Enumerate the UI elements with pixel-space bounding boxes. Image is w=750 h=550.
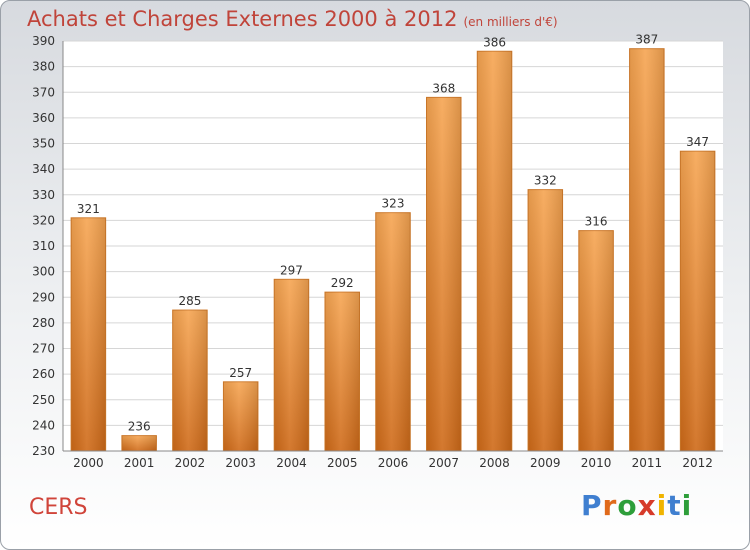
data-label: 387 <box>635 33 658 47</box>
y-tick-label: 290 <box>32 290 55 304</box>
y-tick-label: 350 <box>32 137 55 151</box>
x-tick-label: 2012 <box>682 456 713 470</box>
y-tick-label: 360 <box>32 111 55 125</box>
logo-letter: i <box>681 489 693 522</box>
x-tick-label: 2009 <box>530 456 561 470</box>
bar-shading <box>528 189 563 451</box>
x-tick-label: 2002 <box>175 456 206 470</box>
y-tick-label: 300 <box>32 265 55 279</box>
data-label: 386 <box>483 35 506 49</box>
bar-shading <box>172 310 208 451</box>
y-tick-label: 270 <box>32 342 55 356</box>
bar-shading <box>324 292 360 451</box>
x-tick-label: 2006 <box>378 456 409 470</box>
logo-letter: x <box>637 489 657 522</box>
bars: 321 236 285 257 297 292 323 368 386 332 316 387 347 <box>70 33 716 452</box>
y-tick-label: 250 <box>32 393 55 407</box>
bar-shading <box>375 212 411 451</box>
x-tick-label: 2008 <box>479 456 510 470</box>
logo-letter: P <box>581 489 603 522</box>
logo-letter: i <box>656 489 668 522</box>
y-tick-label: 370 <box>32 85 55 99</box>
y-tick-label: 280 <box>32 316 55 330</box>
data-label: 347 <box>686 135 709 149</box>
bar-shading <box>223 381 258 451</box>
bar-shading <box>71 217 106 451</box>
bar-shading <box>578 230 614 451</box>
y-tick-label: 340 <box>32 162 55 176</box>
y-tick-label: 260 <box>32 367 55 381</box>
bar-shading <box>121 435 157 451</box>
x-tick-label: 2011 <box>632 456 663 470</box>
x-tick-label: 2001 <box>124 456 155 470</box>
x-tick-label: 2005 <box>327 456 358 470</box>
data-label: 292 <box>331 276 354 290</box>
x-tick-label: 2007 <box>428 456 459 470</box>
axes: 230 240 250 260 270 280 290 300 310 320 330 340 350 3… <box>32 34 723 470</box>
logo-letter: o <box>617 489 638 522</box>
x-tick-label: 2004 <box>276 456 307 470</box>
data-label: 332 <box>534 174 557 188</box>
place-label: CERS <box>29 495 88 520</box>
data-label: 297 <box>280 263 303 277</box>
data-label: 285 <box>178 294 201 308</box>
y-tick-label: 320 <box>32 213 55 227</box>
y-tick-label: 390 <box>32 34 55 48</box>
data-label: 321 <box>77 202 100 216</box>
bar-shading <box>680 151 715 451</box>
y-tick-label: 330 <box>32 188 55 202</box>
chart-unit: (en milliers d'€) <box>463 15 558 29</box>
chart-title: Achats et Charges Externes 2000 à 2012 (e… <box>27 7 558 31</box>
data-label: 257 <box>229 366 252 380</box>
logo-letter: r <box>602 489 618 522</box>
bar-shading <box>274 279 309 451</box>
bar-shading <box>477 51 512 451</box>
y-tick-label: 240 <box>32 418 55 432</box>
data-label: 323 <box>382 197 405 211</box>
bar-shading <box>426 97 462 451</box>
y-tick-label: 230 <box>32 444 55 458</box>
proxiti-logo[interactable]: Proxiti <box>581 489 692 522</box>
data-label: 236 <box>128 420 151 434</box>
x-tick-label: 2010 <box>581 456 612 470</box>
data-label: 368 <box>432 81 455 95</box>
logo-letter: t <box>667 489 682 522</box>
x-tick-label: 2003 <box>225 456 256 470</box>
x-tick-label: 2000 <box>73 456 104 470</box>
bar-shading <box>629 48 665 451</box>
data-label: 316 <box>585 215 608 229</box>
chart-title-text: Achats et Charges Externes 2000 à 2012 <box>27 7 458 31</box>
y-tick-label: 310 <box>32 239 55 253</box>
y-tick-label: 380 <box>32 60 55 74</box>
